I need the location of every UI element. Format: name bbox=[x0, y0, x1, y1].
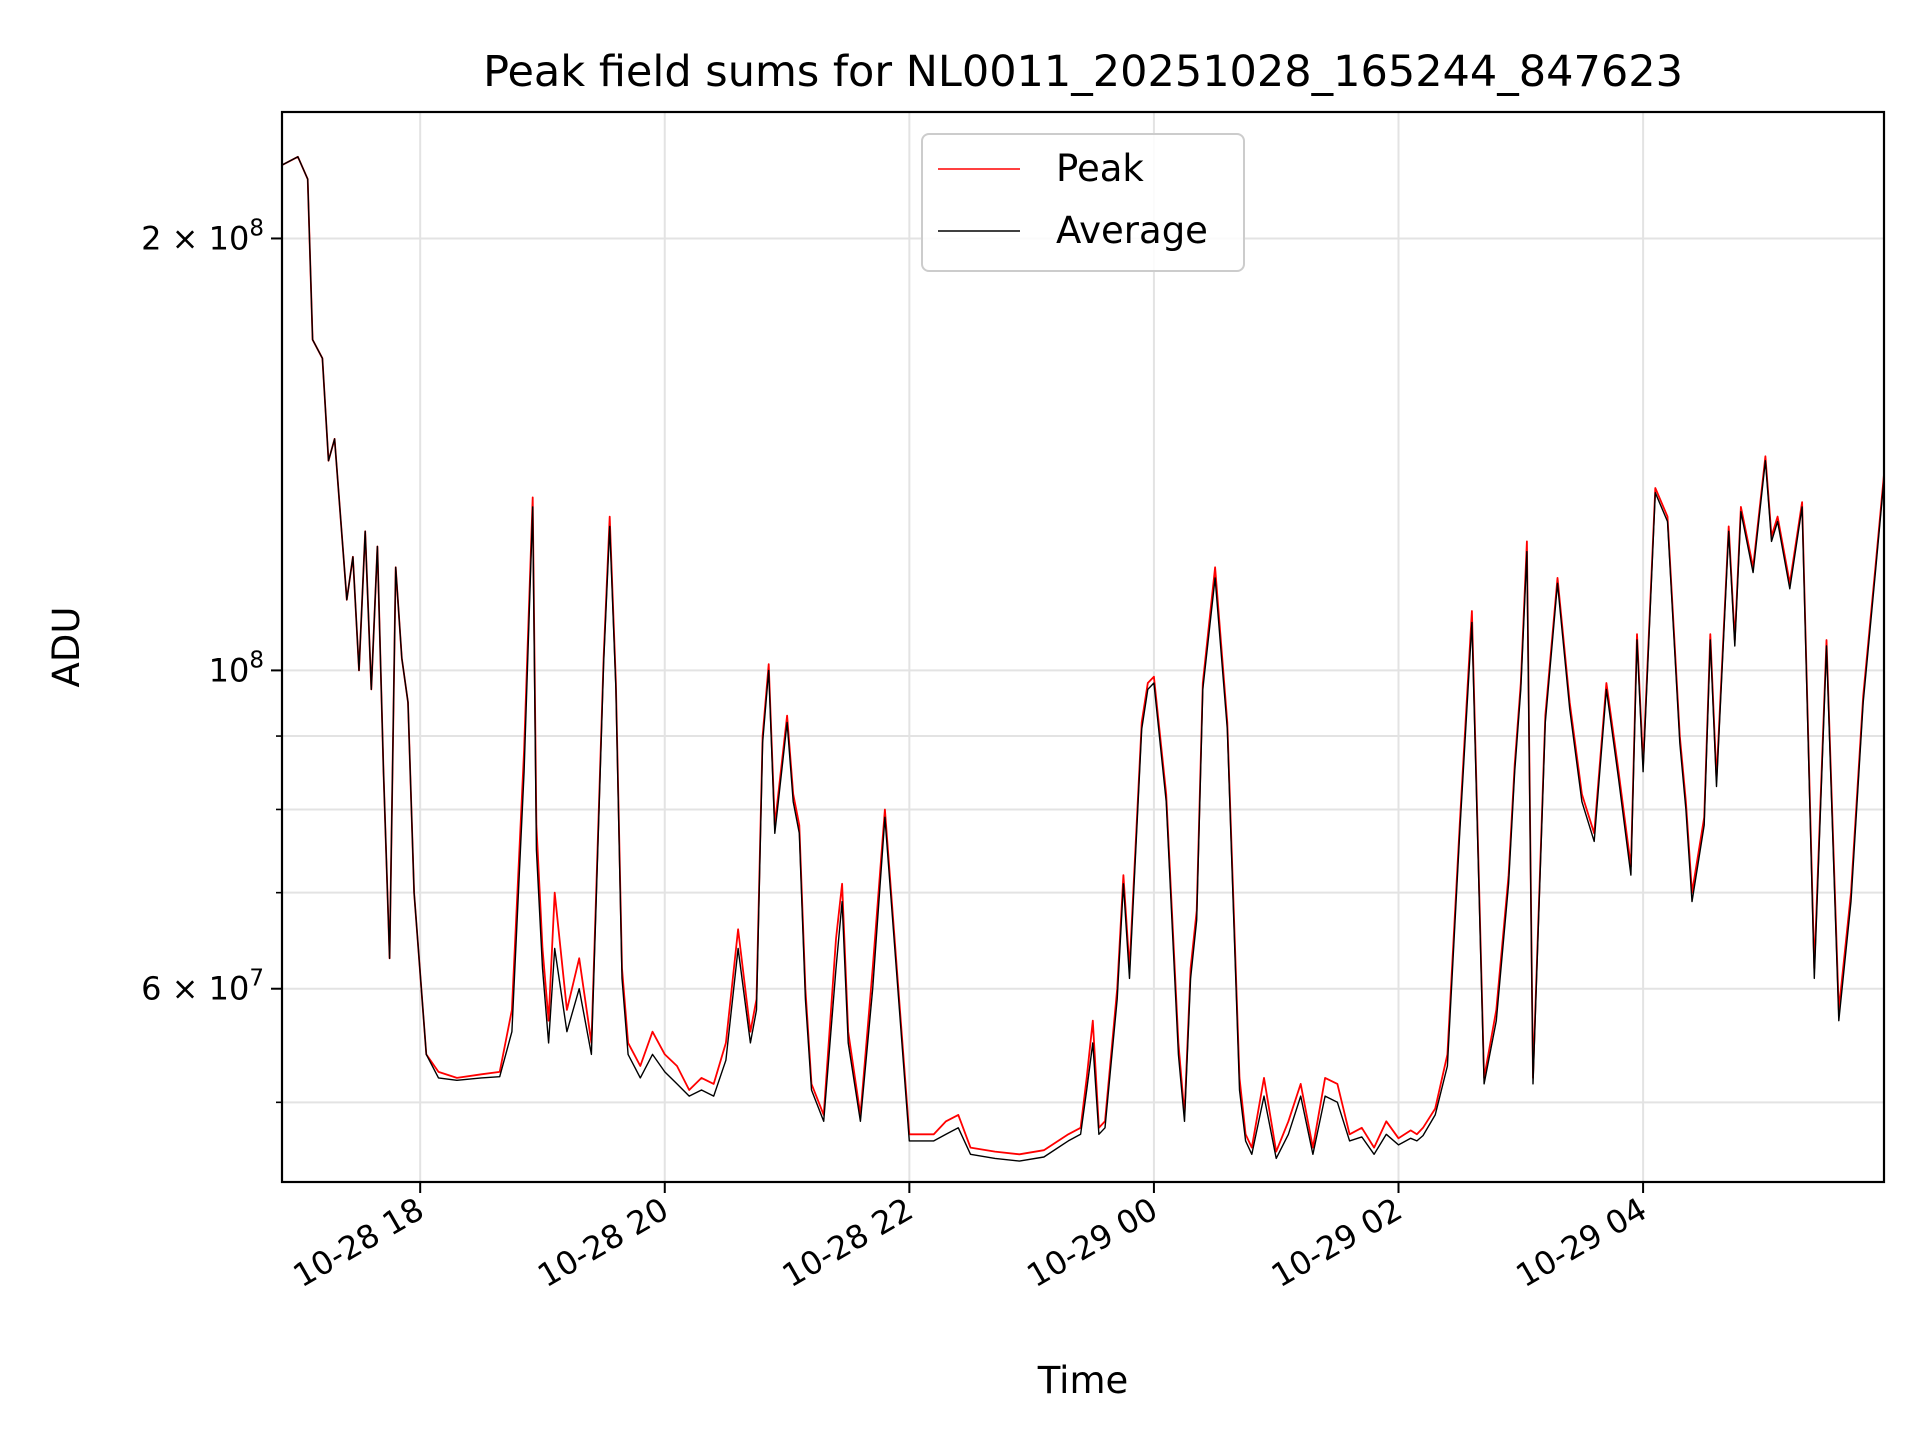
series-line-average bbox=[282, 156, 1884, 1162]
plot-frame bbox=[280, 110, 1886, 1184]
x-tick-label: 10-29 00 bbox=[1020, 1190, 1164, 1295]
chart-title: Peak field sums for NL0011_20251028_1652… bbox=[483, 47, 1683, 97]
series-group bbox=[282, 155, 1884, 1162]
y-axis: 6 × 107 108 2 × 108 bbox=[141, 215, 282, 1104]
legend-label-peak: Peak bbox=[1056, 147, 1144, 190]
y-tick-label: 6 × 107 bbox=[141, 966, 264, 1008]
y-tick-label: 108 bbox=[209, 647, 264, 689]
y-tick-label: 2 × 108 bbox=[141, 215, 264, 257]
x-tick-label: 10-28 22 bbox=[776, 1190, 920, 1295]
x-tick-label: 10-28 18 bbox=[287, 1190, 431, 1295]
x-tick-label: 10-29 04 bbox=[1509, 1190, 1653, 1295]
y-axis-label: ADU bbox=[45, 607, 88, 688]
x-tick-label: 10-28 20 bbox=[531, 1190, 675, 1295]
legend: Peak Average bbox=[921, 133, 1245, 272]
legend-label-average: Average bbox=[1056, 209, 1208, 252]
x-axis: 10-28 18 10-28 20 10-28 22 10-29 00 10-29 02… bbox=[287, 1182, 1653, 1295]
grid-lines bbox=[282, 112, 1884, 1182]
x-tick-label: 10-29 02 bbox=[1265, 1190, 1409, 1295]
x-axis-label: Time bbox=[1037, 1359, 1129, 1402]
